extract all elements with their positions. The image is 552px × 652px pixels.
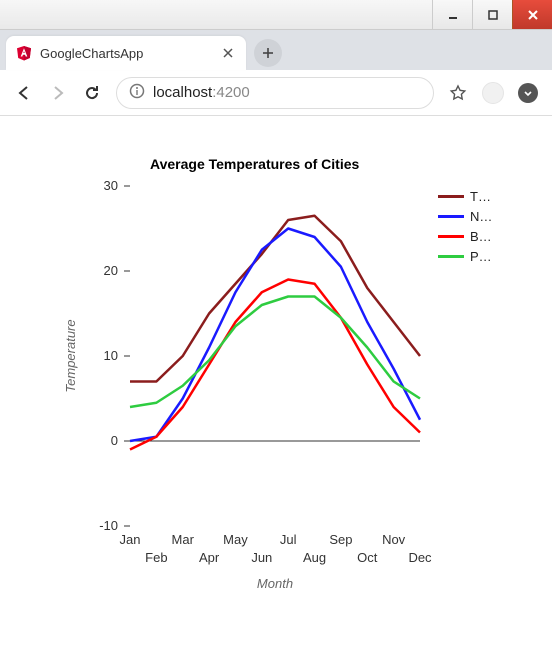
legend-item[interactable]: N… xyxy=(438,206,492,226)
forward-icon[interactable] xyxy=(48,83,68,103)
svg-text:-10: -10 xyxy=(99,518,118,533)
tab-title: GoogleChartsApp xyxy=(40,46,212,61)
profile-avatar-icon[interactable] xyxy=(482,82,504,104)
svg-text:30: 30 xyxy=(104,178,118,193)
page-content: Average Temperatures of Cities -10 0 10 20 3… xyxy=(0,116,552,636)
svg-text:Sep: Sep xyxy=(329,532,352,547)
legend-item[interactable]: P… xyxy=(438,246,492,266)
svg-text:Aug: Aug xyxy=(303,550,326,565)
url-text: localhost:4200 xyxy=(153,84,250,101)
svg-text:Nov: Nov xyxy=(382,532,406,547)
window-minimize-button[interactable] xyxy=(432,0,472,29)
url-port: :4200 xyxy=(212,84,250,101)
svg-text:0: 0 xyxy=(111,433,118,448)
window-close-button[interactable] xyxy=(512,0,552,29)
legend-swatch xyxy=(438,195,464,198)
reload-icon[interactable] xyxy=(82,83,102,103)
extensions-menu-icon[interactable] xyxy=(518,83,538,103)
url-host: localhost xyxy=(153,84,212,101)
tab-close-icon[interactable] xyxy=(220,45,236,61)
new-tab-button[interactable] xyxy=(254,39,282,67)
bookmark-star-icon[interactable] xyxy=(448,83,468,103)
legend-swatch xyxy=(438,255,464,258)
svg-text:Temperature: Temperature xyxy=(63,319,78,392)
legend-swatch xyxy=(438,215,464,218)
legend-swatch xyxy=(438,235,464,238)
svg-text:Jul: Jul xyxy=(280,532,297,547)
svg-text:May: May xyxy=(223,532,248,547)
svg-text:20: 20 xyxy=(104,263,118,278)
svg-text:Jun: Jun xyxy=(251,550,272,565)
chart-legend: T… N… B… P… xyxy=(438,186,492,266)
svg-text:Apr: Apr xyxy=(199,550,220,565)
legend-label: N… xyxy=(470,209,492,224)
line-chart: Average Temperatures of Cities -10 0 10 20 3… xyxy=(30,156,510,616)
svg-text:Oct: Oct xyxy=(357,550,378,565)
angular-icon xyxy=(16,45,32,61)
window-titlebar xyxy=(0,0,552,30)
svg-text:Feb: Feb xyxy=(145,550,167,565)
legend-label: B… xyxy=(470,229,492,244)
svg-text:Dec: Dec xyxy=(408,550,432,565)
svg-text:10: 10 xyxy=(104,348,118,363)
window-maximize-button[interactable] xyxy=(472,0,512,29)
browser-tab[interactable]: GoogleChartsApp xyxy=(6,36,246,70)
legend-item[interactable]: B… xyxy=(438,226,492,246)
address-bar[interactable]: localhost:4200 xyxy=(116,77,434,109)
svg-text:Jan: Jan xyxy=(120,532,141,547)
legend-label: T… xyxy=(470,189,491,204)
browser-tabbar: GoogleChartsApp xyxy=(0,30,552,70)
browser-urlbar: localhost:4200 xyxy=(0,70,552,116)
back-icon[interactable] xyxy=(14,83,34,103)
svg-text:Mar: Mar xyxy=(172,532,195,547)
site-info-icon[interactable] xyxy=(129,83,145,103)
legend-item[interactable]: T… xyxy=(438,186,492,206)
legend-label: P… xyxy=(470,249,492,264)
urlbar-actions xyxy=(448,82,538,104)
svg-text:Month: Month xyxy=(257,576,293,591)
chart-title: Average Temperatures of Cities xyxy=(150,156,359,172)
